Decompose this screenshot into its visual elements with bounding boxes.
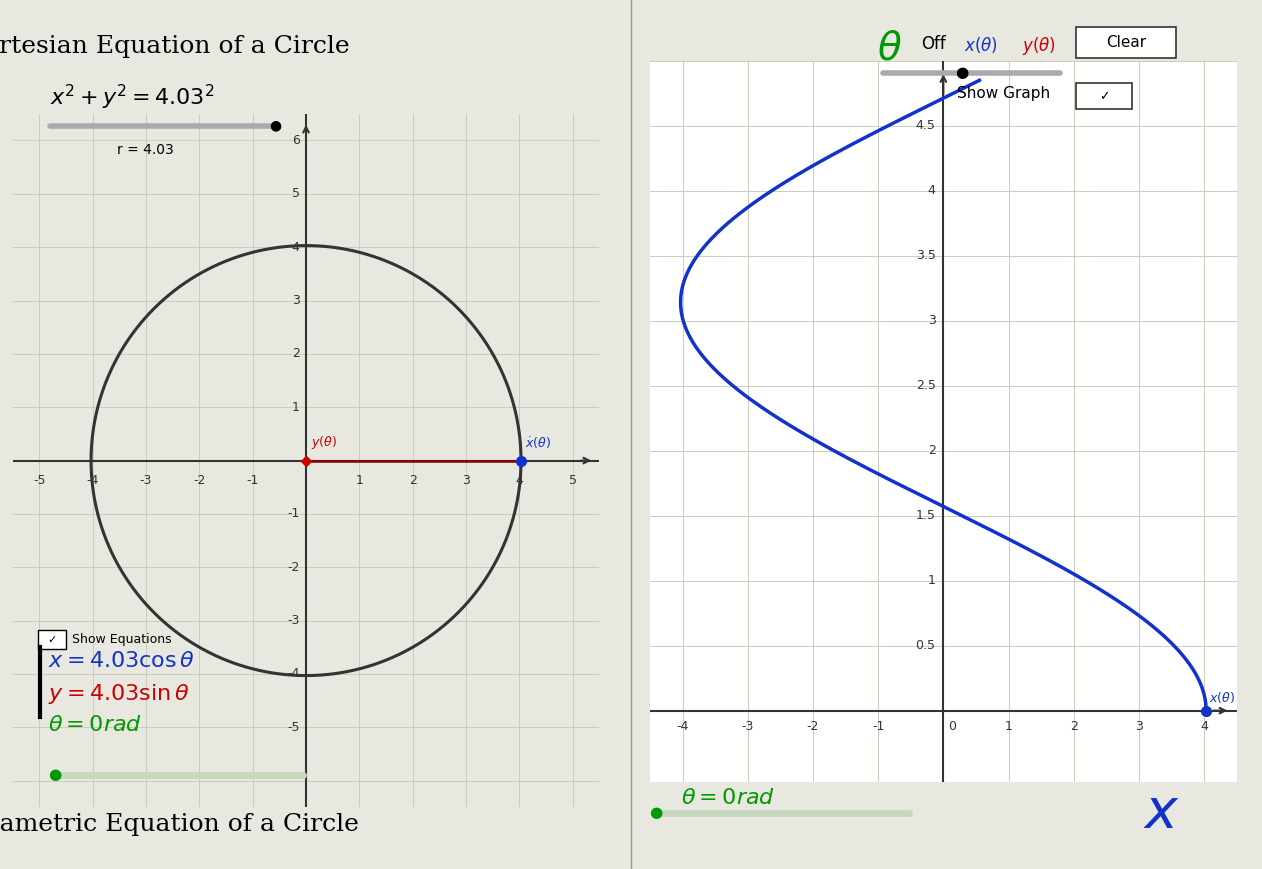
- Text: -4: -4: [676, 720, 689, 733]
- Text: 3: 3: [1135, 720, 1143, 733]
- Text: 5: 5: [292, 188, 299, 201]
- Text: 4: 4: [515, 474, 524, 487]
- Text: 5: 5: [569, 474, 577, 487]
- Text: $\theta = 0rad$: $\theta = 0rad$: [681, 786, 776, 809]
- Text: 3: 3: [462, 474, 469, 487]
- Text: -2: -2: [193, 474, 206, 487]
- Text: ●: ●: [955, 64, 968, 80]
- Text: -3: -3: [742, 720, 753, 733]
- Text: 1: 1: [292, 401, 299, 414]
- Text: 4: 4: [292, 241, 299, 254]
- Text: 4: 4: [1200, 720, 1208, 733]
- Text: 0: 0: [948, 720, 955, 733]
- Text: $\theta$: $\theta$: [877, 30, 902, 68]
- Text: 0.5: 0.5: [915, 639, 935, 652]
- Text: ✓: ✓: [47, 634, 57, 645]
- Text: -5: -5: [33, 474, 45, 487]
- Text: 1.5: 1.5: [916, 509, 935, 522]
- Text: 3.5: 3.5: [916, 249, 935, 262]
- Text: -1: -1: [288, 507, 299, 521]
- Text: $y = 4.03\sin\theta$: $y = 4.03\sin\theta$: [48, 682, 189, 706]
- Text: $x$: $x$: [1142, 786, 1180, 839]
- Text: 1: 1: [1005, 720, 1012, 733]
- Text: 1: 1: [356, 474, 363, 487]
- Text: $\theta = 0rad$: $\theta = 0rad$: [48, 714, 143, 736]
- Text: 2.5: 2.5: [916, 379, 935, 392]
- Text: -4: -4: [288, 667, 299, 680]
- Text: 2: 2: [928, 444, 935, 457]
- Text: -3: -3: [288, 614, 299, 627]
- Text: ●: ●: [269, 118, 281, 132]
- Text: 2: 2: [409, 474, 416, 487]
- Text: $y(\theta)$: $y(\theta)$: [1022, 35, 1056, 56]
- Text: 6: 6: [292, 134, 299, 147]
- Text: ●: ●: [650, 805, 663, 820]
- Text: -3: -3: [140, 474, 153, 487]
- Text: -4: -4: [87, 474, 98, 487]
- Text: Off: Off: [921, 35, 946, 53]
- Text: $x(\theta)$: $x(\theta)$: [1209, 691, 1235, 706]
- Text: ●: ●: [48, 766, 61, 782]
- Text: Cartesian Equation of a Circle: Cartesian Equation of a Circle: [0, 35, 350, 57]
- Text: 2: 2: [292, 348, 299, 361]
- Text: $\dot{x}(\theta)$: $\dot{x}(\theta)$: [525, 435, 551, 451]
- Text: -1: -1: [872, 720, 885, 733]
- Text: 2: 2: [1070, 720, 1078, 733]
- Text: $x^2 + y^2 = 4.03^2$: $x^2 + y^2 = 4.03^2$: [50, 83, 215, 112]
- Text: $x(\theta)$: $x(\theta)$: [964, 35, 998, 55]
- Text: -2: -2: [806, 720, 819, 733]
- Text: Parametric Equation of a Circle: Parametric Equation of a Circle: [0, 813, 358, 836]
- Text: -5: -5: [288, 720, 299, 733]
- Text: Show Graph: Show Graph: [957, 86, 1050, 102]
- Text: 4.5: 4.5: [916, 119, 935, 132]
- Text: r = 4.03: r = 4.03: [117, 143, 173, 157]
- Text: $y(\theta)$: $y(\theta)$: [312, 434, 337, 451]
- Text: 1: 1: [928, 574, 935, 587]
- Text: Clear: Clear: [1107, 35, 1146, 50]
- Text: 3: 3: [292, 294, 299, 307]
- Text: ✓: ✓: [1099, 90, 1109, 103]
- Text: 4: 4: [928, 184, 935, 197]
- Text: 3: 3: [928, 315, 935, 328]
- Text: Show Equations: Show Equations: [72, 634, 172, 646]
- Text: $x = 4.03\cos\theta$: $x = 4.03\cos\theta$: [48, 650, 194, 672]
- Text: -2: -2: [288, 561, 299, 574]
- Text: -1: -1: [246, 474, 259, 487]
